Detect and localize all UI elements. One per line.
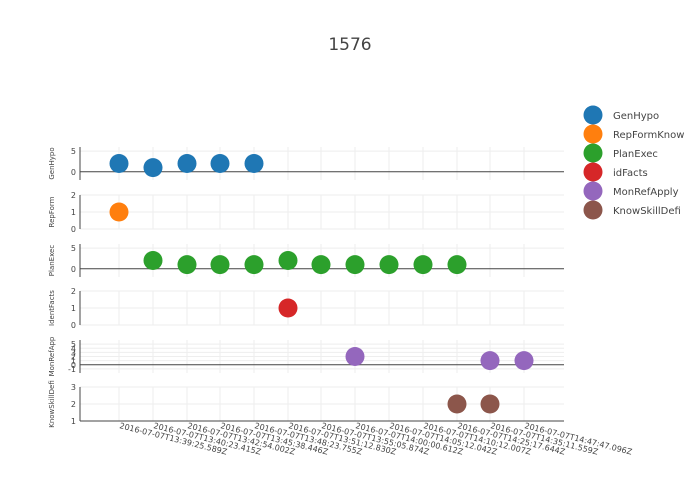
legend-marker bbox=[583, 105, 603, 125]
y-tick-label: 2 bbox=[71, 400, 76, 409]
marker-RepFormKnow[interactable] bbox=[109, 202, 129, 222]
marker-idFacts[interactable] bbox=[278, 298, 298, 318]
marker-KnowSkillDefi[interactable] bbox=[447, 394, 467, 414]
y-tick-label: 5 bbox=[71, 147, 76, 156]
y-tick-label: 1 bbox=[71, 304, 76, 313]
y-tick-label: 5 bbox=[71, 340, 76, 349]
legend[interactable]: GenHypo RepFormKnow PlanExec idFacts MonRefA… bbox=[583, 105, 685, 220]
y-tick-label: 2 bbox=[71, 287, 76, 296]
marker-KnowSkillDefi[interactable] bbox=[480, 394, 500, 414]
y-tick-label: 1 bbox=[71, 357, 76, 366]
y-axis-label: KnowSkillDefi bbox=[48, 380, 56, 427]
y-tick-label: 3 bbox=[71, 383, 76, 392]
marker-GenHypo[interactable] bbox=[244, 154, 264, 173]
legend-label: KnowSkillDefi bbox=[613, 206, 681, 217]
legend-label: GenHypo bbox=[613, 111, 659, 122]
chart-title: 1576 bbox=[328, 35, 371, 55]
subplot-idFacts: 0 1 2 IdentFacts bbox=[48, 287, 564, 330]
y-tick-label: 0 bbox=[71, 361, 76, 370]
legend-label: PlanExec bbox=[613, 149, 658, 160]
marker-PlanExec[interactable] bbox=[278, 251, 298, 270]
marker-GenHypo[interactable] bbox=[177, 154, 197, 173]
legend-item-MonRefApply[interactable]: MonRefApply bbox=[583, 181, 679, 201]
marker-GenHypo[interactable] bbox=[143, 158, 163, 178]
subplot-GenHypo: 0 5 GenHypo bbox=[48, 147, 564, 180]
marker-MonRefApply[interactable] bbox=[514, 351, 534, 371]
marker-MonRefApply[interactable] bbox=[345, 347, 365, 366]
legend-marker bbox=[583, 143, 603, 163]
marker-PlanExec[interactable] bbox=[311, 255, 331, 275]
marker-PlanExec[interactable] bbox=[177, 255, 197, 275]
y-tick-label: 1 bbox=[71, 417, 76, 426]
marker-GenHypo[interactable] bbox=[210, 154, 230, 173]
marker-PlanExec[interactable] bbox=[244, 255, 264, 275]
subplot-panels: 05GenHypo012RepForm05PlanExec012IdentFac… bbox=[48, 147, 564, 428]
legend-label: idFacts bbox=[613, 168, 648, 179]
y-tick-label: 0 bbox=[71, 168, 76, 177]
y-tick-label: 0 bbox=[71, 225, 76, 234]
marker-PlanExec[interactable] bbox=[210, 255, 230, 275]
marker-PlanExec[interactable] bbox=[447, 255, 467, 275]
subplot-PlanExec: 0 5 PlanExec bbox=[48, 244, 564, 277]
legend-marker bbox=[583, 124, 603, 144]
y-tick-label: 4 bbox=[71, 344, 76, 353]
y-tick-label: 0 bbox=[71, 321, 76, 330]
legend-marker bbox=[583, 181, 603, 201]
legend-label: MonRefApply bbox=[613, 187, 679, 198]
legend-item-idFacts[interactable]: idFacts bbox=[583, 162, 648, 182]
marker-GenHypo[interactable] bbox=[109, 154, 129, 173]
y-axis-label: MonRefApp bbox=[48, 336, 56, 376]
y-tick-label: 3 bbox=[71, 348, 76, 357]
legend-item-RepFormKnow[interactable]: RepFormKnow bbox=[583, 124, 685, 144]
legend-item-KnowSkillDefi[interactable]: KnowSkillDefi bbox=[583, 200, 681, 220]
legend-item-GenHypo[interactable]: GenHypo bbox=[583, 105, 660, 125]
y-tick-label: 2 bbox=[71, 191, 76, 200]
legend-marker bbox=[583, 200, 603, 220]
legend-item-PlanExec[interactable]: PlanExec bbox=[583, 143, 658, 163]
y-tick-label: 0 bbox=[71, 265, 76, 274]
legend-label: RepFormKnow bbox=[613, 130, 684, 141]
y-tick-label: 2 bbox=[71, 353, 76, 362]
marker-PlanExec[interactable] bbox=[413, 255, 433, 275]
y-axis-label: PlanExec bbox=[48, 245, 56, 277]
marker-PlanExec[interactable] bbox=[143, 251, 163, 270]
y-tick-label: 5 bbox=[71, 244, 76, 253]
marker-MonRefApply[interactable] bbox=[480, 351, 500, 371]
legend-marker bbox=[583, 162, 603, 182]
x-axis-tick-labels: 2016-07-07T13:39:25.589Z2016-07-07T13:40… bbox=[119, 421, 634, 457]
y-axis-label: IdentFacts bbox=[48, 290, 56, 326]
y-axis-label: GenHypo bbox=[48, 147, 56, 179]
marker-PlanExec[interactable] bbox=[379, 255, 399, 275]
y-axis-label: RepForm bbox=[48, 196, 56, 227]
marker-PlanExec[interactable] bbox=[345, 255, 365, 275]
subplot-RepFormKnow: 0 1 2 RepForm bbox=[48, 191, 564, 234]
y-tick-label: -1 bbox=[68, 365, 76, 374]
y-tick-label: 1 bbox=[71, 208, 76, 217]
